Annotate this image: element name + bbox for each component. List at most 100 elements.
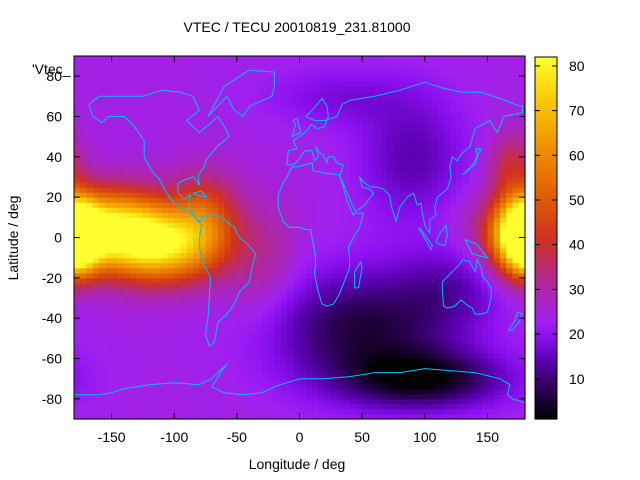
heatmap-cell bbox=[155, 272, 163, 279]
heatmap-cell bbox=[518, 141, 526, 148]
heatmap-cell bbox=[255, 151, 263, 158]
heatmap-cell bbox=[111, 343, 119, 350]
heatmap-cell bbox=[418, 116, 426, 123]
heatmap-cell bbox=[330, 126, 338, 133]
heatmap-cell bbox=[293, 363, 301, 370]
heatmap-cell bbox=[155, 101, 163, 108]
heatmap-cell bbox=[324, 71, 332, 77]
heatmap-cell bbox=[230, 403, 238, 410]
heatmap-cell bbox=[506, 363, 514, 370]
heatmap-cell bbox=[349, 207, 357, 213]
heatmap-cell bbox=[249, 358, 257, 365]
heatmap-cell bbox=[343, 353, 351, 360]
heatmap-cell bbox=[318, 272, 326, 279]
heatmap-cell bbox=[437, 136, 445, 143]
heatmap-cell bbox=[493, 146, 501, 153]
heatmap-cell bbox=[193, 313, 200, 319]
heatmap-cell bbox=[211, 187, 219, 193]
heatmap-cell bbox=[362, 343, 369, 350]
heatmap-cell bbox=[130, 202, 138, 208]
heatmap-cell bbox=[130, 292, 138, 299]
heatmap-cell bbox=[74, 126, 81, 133]
heatmap-cell bbox=[249, 222, 257, 229]
heatmap-cell bbox=[136, 96, 144, 102]
heatmap-cell bbox=[186, 298, 194, 304]
heatmap-cell bbox=[518, 192, 526, 198]
heatmap-cell bbox=[80, 116, 88, 123]
heatmap-cell bbox=[92, 182, 100, 188]
heatmap-cell bbox=[218, 353, 225, 360]
heatmap-cell bbox=[487, 187, 495, 193]
heatmap-cell bbox=[318, 212, 326, 218]
heatmap-cell bbox=[205, 277, 213, 284]
heatmap-cell bbox=[149, 318, 157, 324]
heatmap-cell bbox=[199, 267, 207, 274]
heatmap-cell bbox=[312, 101, 319, 108]
heatmap-cell bbox=[393, 252, 401, 259]
heatmap-cell bbox=[355, 141, 363, 148]
heatmap-cell bbox=[518, 177, 526, 183]
heatmap-cell bbox=[443, 207, 451, 213]
heatmap-cell bbox=[431, 177, 438, 183]
heatmap-cell bbox=[506, 292, 514, 299]
heatmap-cell bbox=[330, 398, 338, 405]
heatmap-cell bbox=[443, 141, 451, 148]
heatmap-cell bbox=[487, 96, 495, 102]
heatmap-cell bbox=[362, 277, 369, 284]
heatmap-cell bbox=[261, 413, 269, 420]
heatmap-cell bbox=[431, 323, 438, 329]
heatmap-cell bbox=[117, 96, 125, 102]
heatmap-cell bbox=[92, 343, 100, 350]
heatmap-cell bbox=[305, 182, 313, 188]
heatmap-cell bbox=[236, 166, 244, 173]
heatmap-cell bbox=[374, 308, 382, 314]
heatmap-cell bbox=[86, 287, 94, 294]
heatmap-cell bbox=[105, 383, 113, 390]
heatmap-cell bbox=[167, 353, 175, 360]
heatmap-cell bbox=[255, 368, 263, 375]
heatmap-cell bbox=[343, 202, 351, 208]
heatmap-cell bbox=[74, 171, 81, 178]
heatmap-cell bbox=[249, 272, 257, 279]
heatmap-cell bbox=[399, 227, 407, 234]
heatmap-cell bbox=[499, 298, 507, 304]
heatmap-cell bbox=[161, 242, 169, 249]
heatmap-cell bbox=[243, 252, 250, 259]
heatmap-cell bbox=[286, 202, 294, 208]
heatmap-cell bbox=[224, 156, 232, 163]
heatmap-cell bbox=[337, 217, 344, 223]
heatmap-cell bbox=[243, 222, 250, 229]
heatmap-cell bbox=[86, 227, 94, 234]
heatmap-cell bbox=[305, 343, 313, 350]
heatmap-cell bbox=[124, 101, 131, 108]
heatmap-cell bbox=[261, 403, 269, 410]
heatmap-cell bbox=[424, 303, 432, 309]
heatmap-cell bbox=[481, 308, 489, 314]
heatmap-cell bbox=[74, 318, 81, 324]
heatmap-cell bbox=[261, 126, 269, 133]
heatmap-cell bbox=[230, 368, 238, 375]
heatmap-cell bbox=[243, 121, 250, 128]
heatmap-cell bbox=[124, 161, 131, 168]
heatmap-cell bbox=[462, 318, 470, 324]
heatmap-cell bbox=[387, 277, 395, 284]
heatmap-cell bbox=[142, 146, 150, 153]
heatmap-cell bbox=[142, 171, 150, 178]
heatmap-cell bbox=[161, 262, 169, 269]
heatmap-cell bbox=[211, 252, 219, 259]
heatmap-cell bbox=[330, 388, 338, 395]
heatmap-cell bbox=[437, 252, 445, 259]
heatmap-cell bbox=[318, 333, 326, 339]
heatmap-cell bbox=[80, 338, 88, 344]
heatmap-cell bbox=[268, 323, 276, 329]
heatmap-cell bbox=[299, 141, 307, 148]
heatmap-cell bbox=[230, 318, 238, 324]
heatmap-cell bbox=[437, 91, 445, 97]
heatmap-cell bbox=[437, 131, 445, 138]
heatmap-cell bbox=[343, 242, 351, 249]
heatmap-cell bbox=[268, 413, 276, 420]
heatmap-cell bbox=[399, 252, 407, 259]
heatmap-cell bbox=[393, 141, 401, 148]
heatmap-cell bbox=[299, 232, 307, 239]
heatmap-cell bbox=[305, 222, 313, 229]
